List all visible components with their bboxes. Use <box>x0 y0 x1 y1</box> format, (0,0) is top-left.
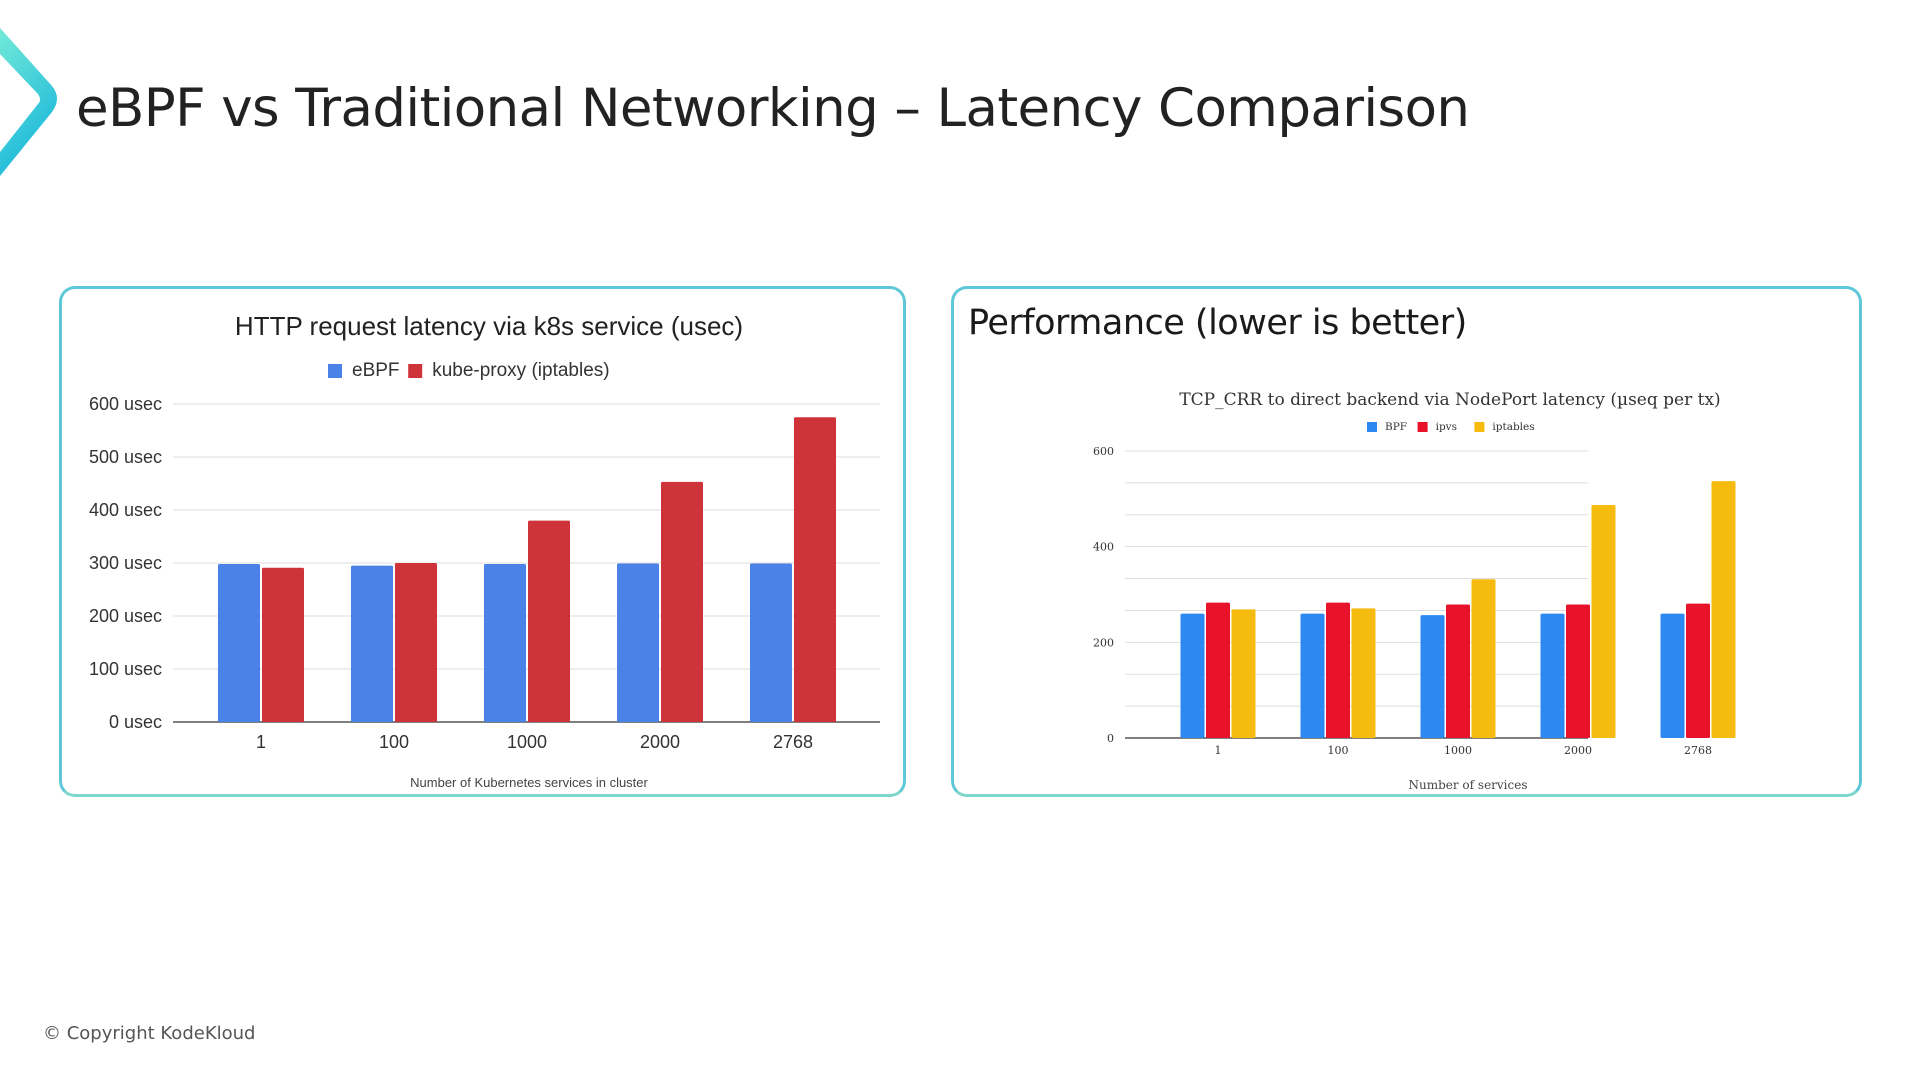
x-tick-label: 2768 <box>773 732 813 752</box>
x-tick-label: 1 <box>256 732 266 752</box>
bar-ipvs-2000 <box>1566 604 1590 738</box>
bar-ipvs-1 <box>1206 602 1230 738</box>
legend-swatch <box>1474 422 1485 432</box>
bar-ebpf-1000 <box>484 564 526 722</box>
bar-kube-proxy-iptables--1 <box>262 567 304 722</box>
legend-swatch <box>328 364 342 378</box>
legend-label: eBPF <box>352 360 400 381</box>
x-axis-ticks: 1 100 1000 2000 2768 <box>256 732 813 752</box>
chart-legend: BPF ipvs iptables <box>1367 421 1535 433</box>
legend-swatch <box>408 364 423 378</box>
bar-ebpf-100 <box>351 565 393 722</box>
chart-title: TCP_CRR to direct backend via NodePort l… <box>1179 390 1720 410</box>
x-tick-label: 100 <box>1328 744 1349 757</box>
y-tick-label: 100 usec <box>89 659 162 679</box>
y-tick-label: 500 usec <box>89 447 162 467</box>
y-tick-label: 200 <box>1093 636 1114 649</box>
bar-iptables-2000 <box>1591 505 1616 738</box>
legend-swatch <box>1367 422 1377 432</box>
bar-bpf-1 <box>1180 613 1205 738</box>
bar-ipvs-100 <box>1326 602 1350 738</box>
x-tick-label: 100 <box>379 732 409 752</box>
y-tick-label: 0 <box>1107 732 1114 745</box>
bar-bpf-1000 <box>1420 615 1445 738</box>
x-tick-label: 2000 <box>640 732 680 752</box>
bar-series <box>1180 481 1736 738</box>
legend-label: ipvs <box>1436 421 1457 433</box>
bar-iptables-1000 <box>1471 579 1496 738</box>
y-tick-label: 600 <box>1093 445 1114 458</box>
x-axis-ticks: 1 100 1000 2000 2768 <box>1215 744 1713 757</box>
bar-kube-proxy-iptables--2768 <box>794 417 836 722</box>
legend-label: BPF <box>1385 421 1407 433</box>
http-latency-chart-card: HTTP request latency via k8s service (us… <box>59 286 906 797</box>
y-tick-label: 400 usec <box>89 500 162 520</box>
y-axis-gridlines: 0 usec 100 usec 200 usec 300 usec 400 usec 50… <box>89 394 880 732</box>
chart-title: HTTP request latency via k8s service (us… <box>235 311 743 341</box>
bar-kube-proxy-iptables--100 <box>395 563 437 722</box>
x-tick-label: 2000 <box>1564 744 1592 757</box>
legend-swatch <box>1417 422 1428 432</box>
chart-legend: eBPF kube-proxy (iptables) <box>328 360 610 381</box>
bar-bpf-2768 <box>1660 613 1685 738</box>
bar-bpf-100 <box>1300 613 1325 738</box>
y-tick-label: 200 usec <box>89 606 162 626</box>
tcp-crr-chart-card: Performance (lower is better) TCP_CRR to… <box>951 286 1862 797</box>
bar-ebpf-1 <box>218 564 260 722</box>
http-latency-bar-chart: HTTP request latency via k8s service (us… <box>89 311 880 790</box>
bar-series <box>218 417 836 722</box>
x-axis-label: Number of services <box>1408 778 1527 792</box>
performance-heading: Performance (lower is better) <box>968 303 1467 343</box>
x-tick-label: 1000 <box>1444 744 1472 757</box>
slide-title: eBPF vs Traditional Networking – Latency… <box>76 78 1470 139</box>
legend-label: iptables <box>1492 421 1534 433</box>
bar-kube-proxy-iptables--2000 <box>661 481 703 722</box>
legend-label: kube-proxy (iptables) <box>432 360 609 381</box>
bar-ebpf-2000 <box>617 563 659 722</box>
bar-ipvs-2768 <box>1686 603 1710 738</box>
bar-iptables-100 <box>1351 608 1376 738</box>
bar-bpf-2000 <box>1540 613 1565 738</box>
y-tick-label: 600 usec <box>89 394 162 414</box>
x-tick-label: 1000 <box>507 732 547 752</box>
bar-ebpf-2768 <box>750 563 792 722</box>
y-tick-label: 400 <box>1093 541 1114 554</box>
x-axis-label: Number of Kubernetes services in cluster <box>410 775 648 790</box>
x-tick-label: 1 <box>1215 744 1222 757</box>
bar-ipvs-1000 <box>1446 604 1470 738</box>
bar-kube-proxy-iptables--1000 <box>528 520 570 722</box>
x-tick-label: 2768 <box>1684 744 1712 757</box>
bar-iptables-2768 <box>1711 481 1736 738</box>
y-tick-label: 300 usec <box>89 553 162 573</box>
copyright-footer: © Copyright KodeKloud <box>43 1023 256 1044</box>
y-tick-label: 0 usec <box>109 712 162 732</box>
kodekloud-chevron-logo-icon <box>0 28 57 176</box>
tcp-crr-bar-chart: TCP_CRR to direct backend via NodePort l… <box>1093 390 1736 792</box>
bar-iptables-1 <box>1231 609 1256 738</box>
